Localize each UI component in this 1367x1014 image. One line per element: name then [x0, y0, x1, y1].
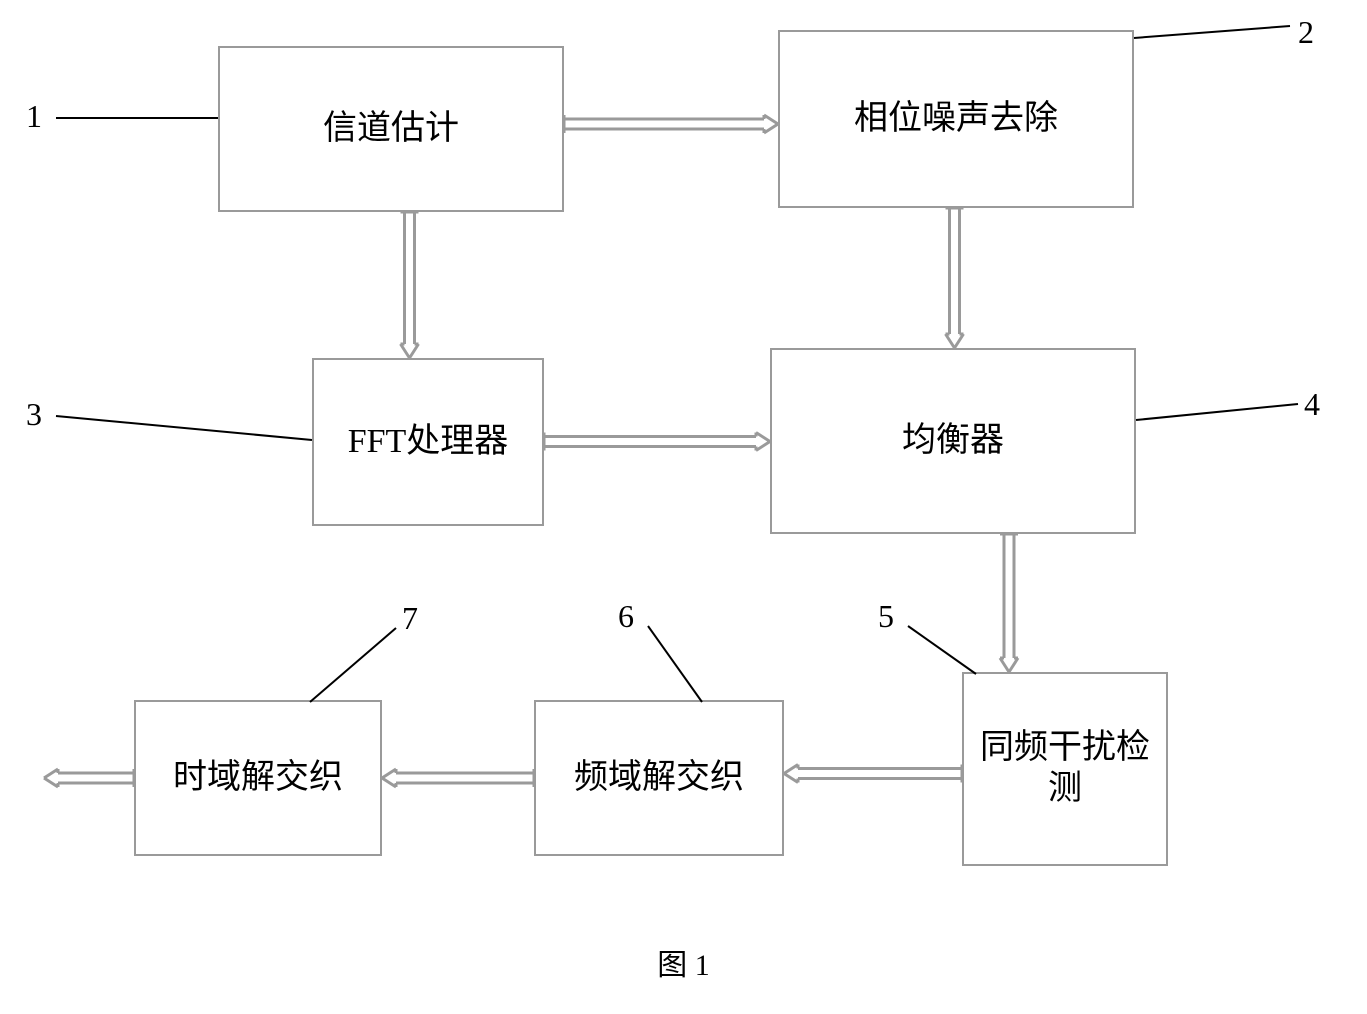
node-equalizer: 均衡器: [770, 348, 1136, 534]
callout-number-2: 2: [1298, 14, 1314, 51]
callout-number-5: 5: [878, 598, 894, 635]
node-label: 信道估计: [323, 109, 459, 150]
diagram-canvas: 信道估计 相位噪声去除 FFT处理器 均衡器 同频干扰检测 频域解交织 时域解交…: [0, 0, 1367, 1014]
node-label: 频域解交织: [574, 758, 744, 799]
node-label: FFT处理器: [348, 422, 509, 463]
callout-number-1: 1: [26, 98, 42, 135]
figure-caption: 图 1: [0, 940, 1367, 984]
node-cochannel-interference-detect: 同频干扰检测: [962, 672, 1168, 866]
node-fft-processor: FFT处理器: [312, 358, 544, 526]
node-label: 均衡器: [902, 421, 1004, 462]
callout-number-3: 3: [26, 396, 42, 433]
node-channel-estimation: 信道估计: [218, 46, 564, 212]
node-label: 相位噪声去除: [854, 99, 1058, 140]
node-phase-noise-removal: 相位噪声去除: [778, 30, 1134, 208]
callout-number-7: 7: [402, 600, 418, 637]
callout-number-4: 4: [1304, 386, 1320, 423]
callout-number-6: 6: [618, 598, 634, 635]
node-time-deinterleave: 时域解交织: [134, 700, 382, 856]
node-freq-deinterleave: 频域解交织: [534, 700, 784, 856]
node-label: 时域解交织: [173, 758, 343, 799]
